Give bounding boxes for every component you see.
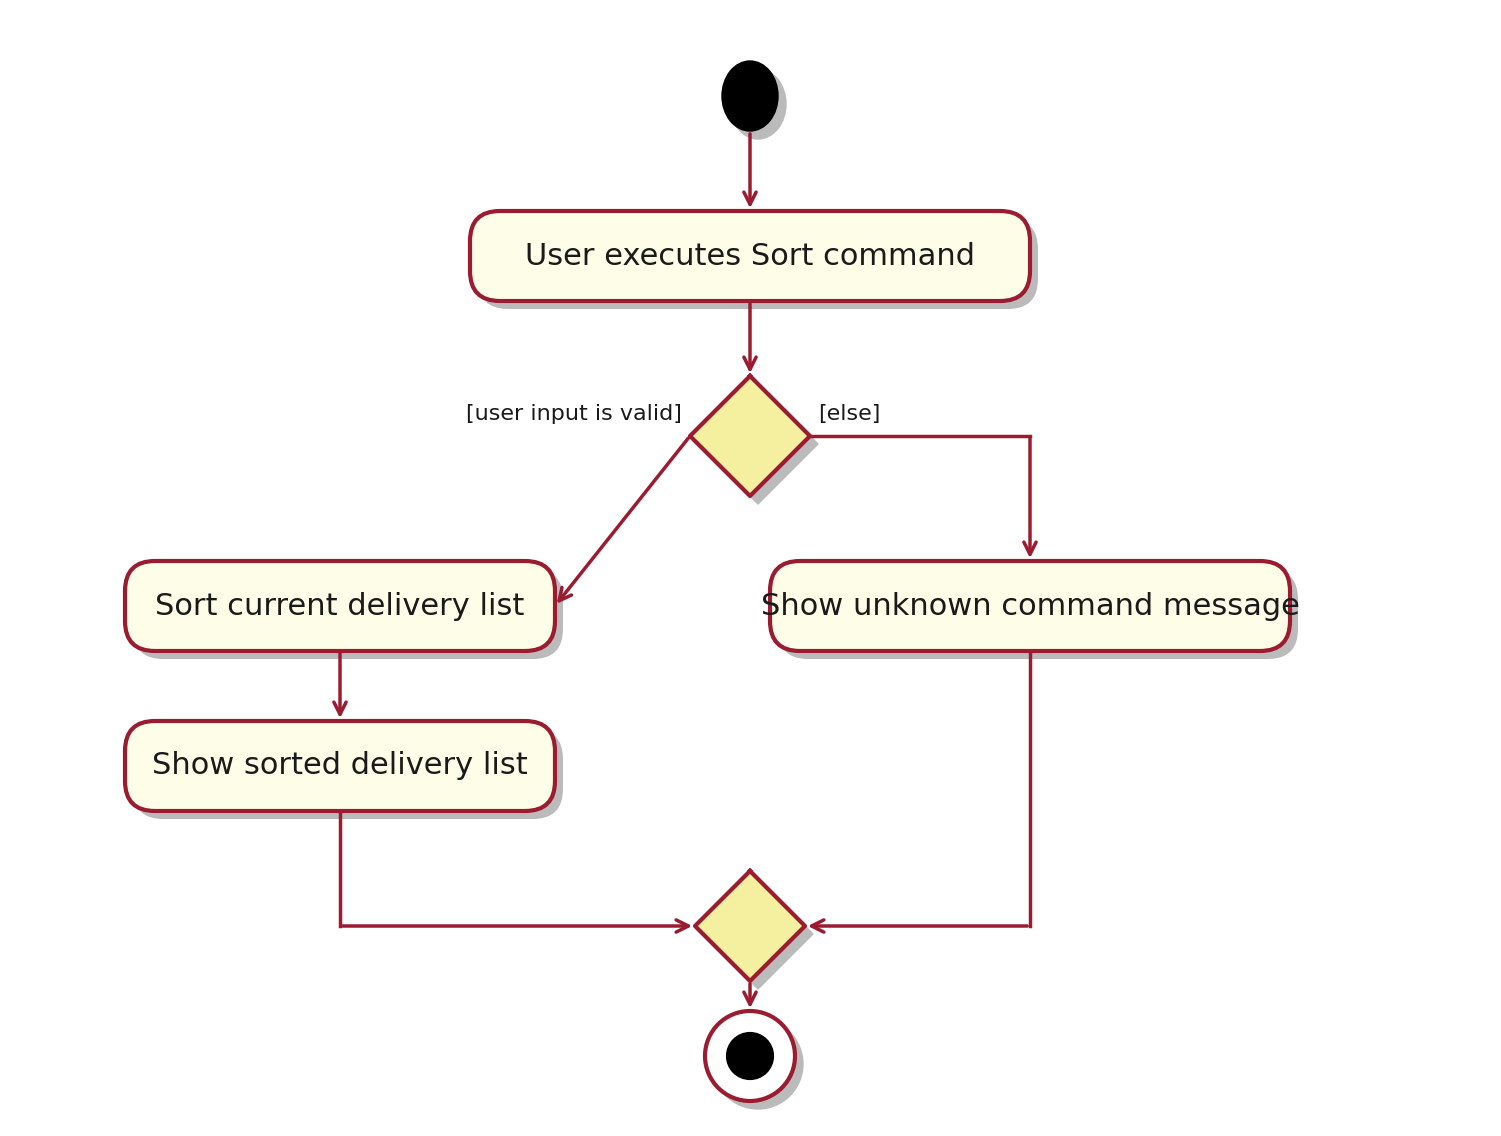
FancyBboxPatch shape: [125, 561, 555, 651]
Text: User executes Sort command: User executes Sort command: [525, 242, 976, 270]
FancyBboxPatch shape: [134, 729, 563, 819]
Text: Sort current delivery list: Sort current delivery list: [155, 592, 525, 620]
FancyBboxPatch shape: [778, 569, 1298, 659]
Circle shape: [726, 1033, 773, 1079]
Circle shape: [705, 1011, 796, 1101]
Ellipse shape: [729, 69, 787, 139]
Polygon shape: [695, 871, 805, 982]
Polygon shape: [702, 879, 814, 989]
Polygon shape: [690, 376, 811, 496]
Text: Show sorted delivery list: Show sorted delivery list: [152, 752, 528, 780]
FancyBboxPatch shape: [134, 569, 563, 659]
Text: [else]: [else]: [818, 404, 881, 424]
Ellipse shape: [722, 61, 778, 131]
Circle shape: [713, 1019, 803, 1109]
FancyBboxPatch shape: [477, 219, 1039, 309]
Polygon shape: [698, 384, 818, 504]
FancyBboxPatch shape: [125, 721, 555, 811]
FancyBboxPatch shape: [470, 211, 1030, 301]
FancyBboxPatch shape: [770, 561, 1289, 651]
Text: Show unknown command message: Show unknown command message: [761, 592, 1300, 620]
Text: [user input is valid]: [user input is valid]: [467, 404, 681, 424]
